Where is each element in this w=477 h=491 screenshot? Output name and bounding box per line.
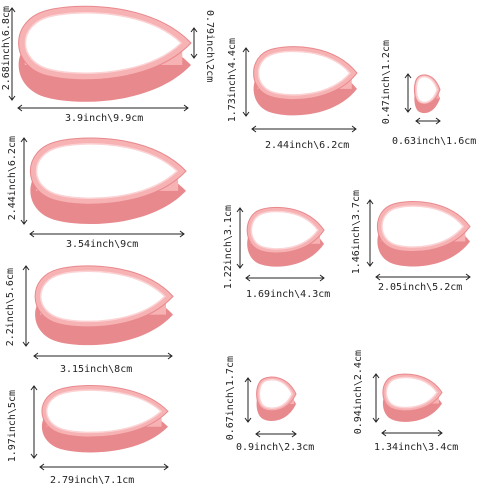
- width-arrow: [415, 116, 441, 126]
- height-label: 0.47inch\1.2cm: [381, 40, 392, 125]
- teardrop-cutter: [33, 264, 174, 347]
- teardrop-cutter-large: [16, 4, 192, 104]
- height-label: 2.68inch\6.8cm: [1, 6, 12, 91]
- teardrop-cutter: [256, 376, 297, 422]
- height-label: 1.46inch\3.7cm: [351, 190, 362, 275]
- height-arrow: [20, 265, 32, 347]
- height-arrow: [370, 373, 382, 423]
- width-arrow: [17, 103, 189, 113]
- width-label: 3.54inch\9cm: [66, 239, 139, 250]
- height-label: 2.44inch\6.2cm: [7, 136, 18, 221]
- teardrop-cutter-small: [413, 74, 441, 114]
- height-arrow: [18, 137, 30, 225]
- height-label: 0.67inch\1.7cm: [225, 356, 236, 441]
- height-label: 2.2inch\5.6cm: [5, 268, 16, 347]
- teardrop-cutter: [376, 200, 471, 268]
- height-arrow: [240, 47, 252, 117]
- height-arrow: [242, 377, 254, 423]
- height-label: 0.94inch\2.4cm: [353, 350, 364, 435]
- depth-label: 0.79inch\2cm: [204, 10, 215, 83]
- width-label: 2.79inch\7.1cm: [50, 475, 135, 486]
- height-arrow: [402, 73, 414, 113]
- width-label: 1.69inch\4.3cm: [246, 289, 331, 300]
- width-label: 0.63inch\1.6cm: [392, 136, 477, 147]
- depth-arrow: [188, 27, 200, 59]
- width-label: 0.9inch\2.3cm: [236, 442, 315, 453]
- teardrop-cutter: [28, 136, 187, 226]
- width-arrow: [255, 429, 297, 439]
- height-label: 1.73inch\4.4cm: [227, 38, 238, 123]
- teardrop-cutter: [252, 45, 358, 117]
- teardrop-cutter: [246, 206, 325, 268]
- height-arrow: [6, 7, 18, 101]
- width-label: 2.05inch\5.2cm: [378, 282, 463, 293]
- height-label: 1.22inch\3.1cm: [223, 205, 234, 290]
- width-arrow: [251, 124, 357, 134]
- height-label: 1.97inch\5cm: [7, 390, 18, 463]
- width-label: 2.44inch\6.2cm: [265, 140, 350, 151]
- width-arrow: [381, 428, 443, 438]
- height-arrow: [234, 207, 246, 269]
- teardrop-cutter: [40, 384, 169, 454]
- width-arrow: [375, 272, 471, 282]
- width-label: 1.34inch\3.4cm: [374, 442, 459, 453]
- width-arrow: [245, 273, 325, 283]
- height-arrow: [28, 385, 40, 459]
- teardrop-cutter: [382, 373, 443, 423]
- width-arrow: [39, 462, 169, 472]
- height-arrow: [364, 199, 376, 267]
- width-arrow: [29, 229, 185, 239]
- width-label: 3.15inch\8cm: [60, 364, 133, 375]
- width-label: 3.9inch\9.9cm: [65, 113, 144, 124]
- width-arrow: [33, 351, 173, 361]
